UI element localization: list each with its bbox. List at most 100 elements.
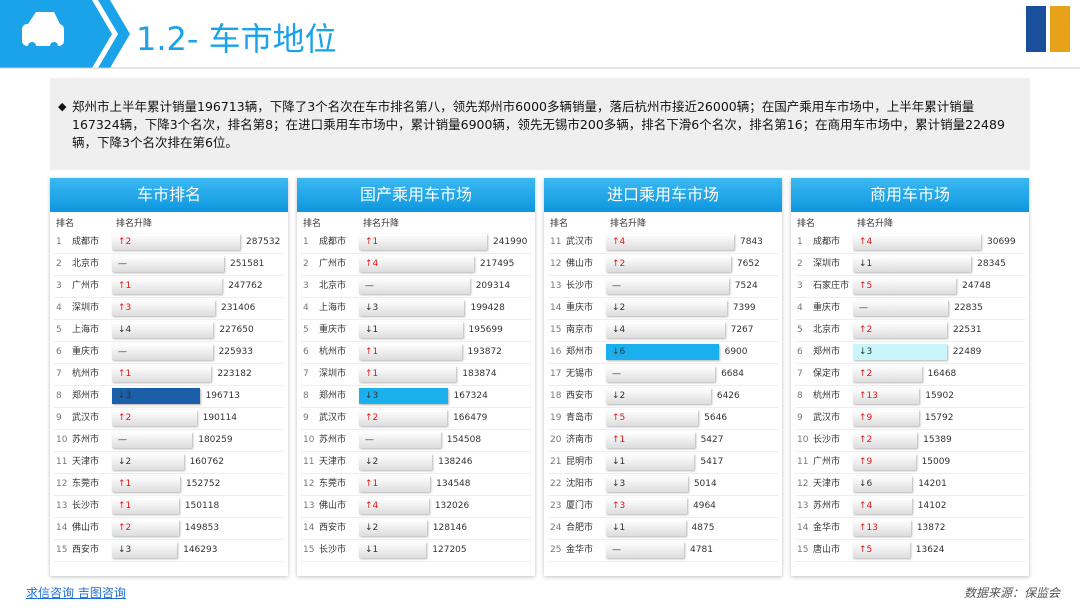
- rank-change: ↑1: [118, 281, 132, 291]
- rank-change: ↑2: [612, 259, 626, 269]
- row-line: [301, 275, 531, 276]
- rank: 4: [797, 303, 803, 313]
- row-line: [54, 429, 284, 430]
- bar: [359, 366, 457, 382]
- city: 东莞市: [319, 479, 347, 489]
- sales: 6684: [721, 369, 744, 379]
- rank-change: ↓3: [118, 391, 132, 401]
- sales: 167324: [453, 391, 488, 401]
- city: 广州市: [72, 281, 100, 291]
- sales: 146293: [183, 545, 218, 555]
- rank: 15: [303, 545, 315, 555]
- row-line: [54, 297, 284, 298]
- bar: [112, 234, 240, 250]
- city: 苏州市: [319, 435, 347, 445]
- city: 天津市: [813, 479, 841, 489]
- sales: 15902: [925, 391, 954, 401]
- row-line: [795, 385, 1025, 386]
- row-line: [301, 297, 531, 298]
- link[interactable]: 求信咨询: [26, 586, 75, 600]
- rank-change: ↑3: [118, 303, 132, 313]
- sales: 166479: [453, 413, 488, 423]
- city: 石家庄市: [813, 281, 850, 291]
- row-line: [54, 253, 284, 254]
- rank-change: ↑1: [365, 479, 379, 489]
- rank-change: ↑13: [859, 391, 878, 401]
- row-line: [54, 275, 284, 276]
- city: 沈阳市: [566, 479, 594, 489]
- row-line: [301, 561, 531, 562]
- bar: [359, 300, 465, 316]
- bar: [359, 520, 427, 536]
- rank: 3: [797, 281, 803, 291]
- bar: [606, 520, 686, 536]
- row-line: [54, 473, 284, 474]
- bar: [606, 344, 719, 360]
- sales: 154508: [446, 435, 482, 445]
- sales: 14102: [917, 501, 947, 511]
- row-line: [54, 539, 284, 540]
- rank-change: —: [365, 435, 374, 445]
- bar: [112, 476, 180, 492]
- link[interactable]: 吉图咨询: [77, 586, 126, 600]
- rank: 6: [56, 347, 62, 357]
- sales: 7843: [740, 237, 763, 247]
- rank: 24: [550, 523, 562, 533]
- sales: 150118: [184, 501, 220, 511]
- bar: [606, 300, 727, 316]
- bar: [112, 454, 184, 470]
- column-header: 排名: [56, 219, 75, 229]
- row-line: [301, 495, 531, 496]
- rank: 21: [550, 457, 562, 467]
- row-line: [795, 297, 1025, 298]
- city: 北京市: [813, 325, 841, 335]
- city: 佛山市: [319, 501, 347, 511]
- rank-change: ↑4: [612, 237, 626, 247]
- rank: 3: [303, 281, 309, 291]
- city: 广州市: [813, 457, 841, 467]
- sales: 132026: [434, 501, 470, 511]
- city: 上海市: [72, 325, 100, 335]
- rank: 12: [303, 479, 315, 489]
- sales: 5014: [693, 479, 717, 489]
- rank: 8: [797, 391, 803, 401]
- city: 北京市: [319, 281, 347, 291]
- rank-change: ↓1: [859, 259, 873, 269]
- column-header: 排名升降: [610, 219, 647, 229]
- bar: [606, 256, 731, 272]
- rank: 19: [550, 413, 562, 423]
- bar: [112, 278, 223, 294]
- city: 佛山市: [72, 523, 100, 533]
- rank-change: —: [118, 347, 127, 357]
- bar: [112, 256, 224, 272]
- rank: 14: [303, 523, 315, 533]
- bar: [853, 322, 947, 338]
- rank: 4: [303, 303, 309, 313]
- city: 杭州市: [813, 391, 841, 401]
- rank-change: ↓3: [365, 391, 379, 401]
- sales: 5417: [700, 457, 724, 467]
- rank-change: —: [118, 435, 127, 445]
- rank: 12: [550, 259, 562, 269]
- rank-change: ↓1: [365, 325, 379, 335]
- bar: [112, 542, 178, 558]
- city: 广州市: [319, 259, 347, 269]
- rank: 8: [56, 391, 62, 401]
- row-line: [548, 385, 778, 386]
- rank-change: ↑5: [612, 413, 626, 423]
- city: 唐山市: [813, 545, 841, 555]
- rank: 18: [550, 391, 562, 401]
- sales: 6900: [724, 347, 748, 357]
- rank: 7: [797, 369, 803, 379]
- rank-change: —: [118, 259, 127, 269]
- rank: 20: [550, 435, 562, 445]
- rank-change: ↑2: [118, 413, 132, 423]
- rank-change: ↑1: [365, 237, 379, 247]
- sales: 134548: [436, 479, 471, 489]
- row-line: [795, 473, 1025, 474]
- city: 成都市: [72, 237, 100, 247]
- row-line: [795, 539, 1025, 540]
- bar: [853, 498, 912, 514]
- row-line: [795, 517, 1025, 518]
